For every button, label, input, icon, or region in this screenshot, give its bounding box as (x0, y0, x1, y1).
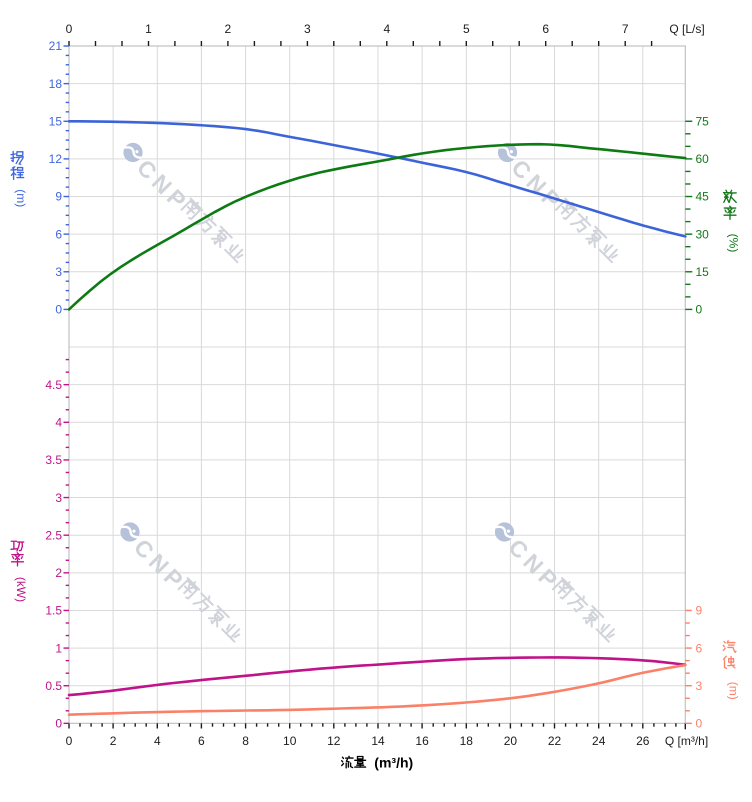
svg-text:0: 0 (55, 717, 62, 731)
svg-text:18: 18 (49, 77, 63, 91)
svg-text:21: 21 (49, 39, 63, 53)
svg-text:9: 9 (696, 604, 703, 618)
svg-text:3: 3 (55, 265, 62, 279)
svg-text:16: 16 (415, 734, 429, 748)
svg-text:0: 0 (696, 717, 703, 731)
svg-text:0: 0 (55, 303, 62, 317)
svg-text:5: 5 (463, 22, 470, 36)
svg-text:60: 60 (696, 152, 710, 166)
svg-text:Q [m³/h]: Q [m³/h] (665, 734, 708, 748)
svg-text:6: 6 (198, 734, 205, 748)
svg-text:18: 18 (460, 734, 474, 748)
svg-text:20: 20 (504, 734, 518, 748)
svg-text:0: 0 (66, 22, 73, 36)
svg-text:30: 30 (696, 227, 710, 241)
svg-text:24: 24 (592, 734, 606, 748)
svg-text:8: 8 (242, 734, 249, 748)
svg-text:2.5: 2.5 (45, 528, 62, 542)
svg-text:(m³/h): (m³/h) (374, 754, 413, 770)
svg-text:3: 3 (696, 679, 703, 693)
svg-text:4: 4 (383, 22, 390, 36)
svg-text:6: 6 (696, 641, 703, 655)
svg-text:15: 15 (49, 115, 63, 129)
svg-text:0: 0 (66, 734, 73, 748)
svg-text:75: 75 (696, 115, 710, 129)
svg-text:9: 9 (55, 190, 62, 204)
svg-text:1: 1 (55, 641, 62, 655)
svg-text:1.5: 1.5 (45, 604, 62, 618)
svg-text:2: 2 (225, 22, 232, 36)
svg-text:4: 4 (55, 416, 62, 430)
svg-text:7: 7 (622, 22, 629, 36)
svg-text:4: 4 (154, 734, 161, 748)
svg-text:12: 12 (327, 734, 341, 748)
svg-text:3: 3 (304, 22, 311, 36)
svg-text:3: 3 (55, 491, 62, 505)
svg-text:3.5: 3.5 (45, 453, 62, 467)
svg-text:4.5: 4.5 (45, 378, 62, 392)
svg-text:1: 1 (145, 22, 152, 36)
svg-text:6: 6 (55, 227, 62, 241)
svg-text:(m): (m) (14, 189, 28, 207)
svg-text:2: 2 (110, 734, 117, 748)
svg-text:2: 2 (55, 566, 62, 580)
svg-text:26: 26 (636, 734, 650, 748)
svg-text:(kW): (kW) (14, 577, 28, 602)
svg-text:12: 12 (49, 152, 63, 166)
svg-text:(m): (m) (727, 682, 741, 700)
svg-text:Q [L/s]: Q [L/s] (669, 22, 704, 36)
svg-text:(%): (%) (727, 234, 741, 253)
svg-text:15: 15 (696, 265, 710, 279)
svg-text:0.5: 0.5 (45, 679, 62, 693)
svg-text:0: 0 (696, 303, 703, 317)
svg-text:6: 6 (542, 22, 549, 36)
svg-text:14: 14 (371, 734, 385, 748)
svg-text:45: 45 (696, 190, 710, 204)
svg-text:10: 10 (283, 734, 297, 748)
svg-text:22: 22 (548, 734, 562, 748)
